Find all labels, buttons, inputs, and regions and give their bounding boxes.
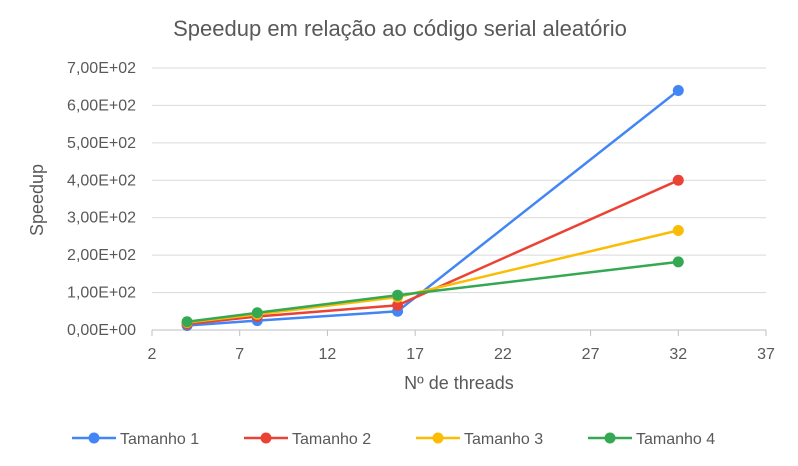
axes (151, 329, 767, 336)
legend-label: Tamanho 2 (292, 431, 371, 448)
x-tick-label: 22 (494, 346, 512, 363)
legend-item: Tamanho 4 (588, 431, 715, 448)
x-tick-label: 7 (235, 346, 244, 363)
gridlines (152, 67, 766, 294)
y-tick-label: 0,00E+00 (67, 322, 136, 339)
y-tick-label: 2,00E+02 (67, 247, 136, 264)
data-point (251, 307, 263, 319)
data-point (392, 289, 404, 301)
series-line (186, 260, 679, 324)
data-point (672, 224, 684, 236)
y-tick-label: 1,00E+02 (67, 285, 136, 302)
x-tick-label: 17 (406, 346, 424, 363)
legend-swatch-marker (432, 432, 444, 444)
data-point (181, 316, 193, 328)
x-tick-label: 12 (319, 346, 337, 363)
y-tick-label: 7,00E+02 (67, 60, 136, 77)
chart-title: Speedup em relação ao código serial alea… (173, 16, 627, 41)
legend-swatch-marker (604, 432, 616, 444)
y-tick-label: 6,00E+02 (67, 97, 136, 114)
legend-swatch-marker (260, 432, 272, 444)
series-line (186, 179, 679, 326)
series-line (187, 89, 680, 327)
series-points (181, 84, 684, 332)
y-tick-label: 3,00E+02 (67, 210, 136, 227)
data-point (672, 84, 684, 96)
legend-label: Tamanho 1 (120, 431, 199, 448)
x-tick-label: 37 (757, 346, 775, 363)
x-tick-label: 2 (148, 346, 157, 363)
x-tick-label: 27 (582, 346, 600, 363)
legend-swatch-marker (88, 432, 100, 444)
legend-item: Tamanho 1 (72, 431, 199, 448)
y-tick-label: 4,00E+02 (67, 172, 136, 189)
data-point (392, 299, 404, 311)
legend: Tamanho 1 Tamanho 2 Tamanho 3 Tamanho 4 (72, 431, 715, 448)
data-point (672, 174, 684, 186)
legend-item: Tamanho 3 (416, 431, 543, 448)
legend-label: Tamanho 4 (636, 431, 715, 448)
x-tick-label: 32 (669, 346, 687, 363)
y-axis-title: Speedup (27, 164, 47, 236)
legend-label: Tamanho 3 (464, 431, 543, 448)
series-lines (186, 89, 680, 327)
legend-item: Tamanho 2 (244, 431, 371, 448)
data-point (672, 256, 684, 268)
y-tick-labels: 0,00E+00 1,00E+02 2,00E+02 3,00E+02 4,00E+02… (67, 60, 136, 339)
x-tick-labels: 2 7 12 17 22 27 32 37 (148, 346, 775, 363)
y-tick-label: 5,00E+02 (67, 135, 136, 152)
x-axis-title: Nº de threads (404, 373, 514, 393)
